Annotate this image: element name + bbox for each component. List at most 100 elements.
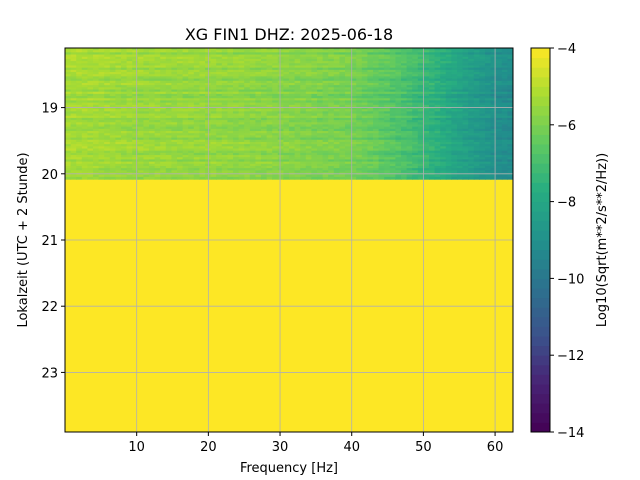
heatmap-cell — [496, 100, 503, 104]
heatmap-cell — [289, 100, 296, 104]
heatmap-cell — [126, 159, 133, 163]
heatmap-cell — [445, 54, 452, 58]
heatmap-cell — [389, 144, 396, 147]
heatmap-cell — [98, 89, 105, 93]
heatmap-cell — [305, 155, 312, 158]
heatmap-cell — [266, 67, 273, 71]
heatmap-cell — [221, 113, 228, 117]
heatmap-cell — [210, 87, 217, 91]
heatmap-cell — [490, 54, 497, 58]
heatmap-cell — [367, 72, 374, 75]
heatmap-cell — [311, 113, 318, 117]
heatmap-cell — [350, 67, 357, 71]
heatmap-cell — [154, 87, 161, 91]
heatmap-cell — [182, 72, 189, 75]
heatmap-cell — [65, 165, 72, 169]
heatmap-cell — [104, 82, 111, 86]
heatmap-cell — [149, 54, 156, 58]
heatmap-cell — [345, 69, 352, 73]
heatmap-cell — [154, 137, 161, 141]
heatmap-cell — [132, 65, 139, 69]
heatmap-cell — [305, 102, 312, 106]
heatmap-cell — [87, 74, 94, 77]
heatmap-cell — [457, 176, 464, 180]
heatmap-cell — [328, 131, 335, 134]
heatmap-cell — [104, 128, 111, 132]
heatmap-cell — [373, 131, 380, 134]
heatmap-cell — [76, 120, 83, 123]
heatmap-cell — [406, 106, 413, 110]
heatmap-cell — [412, 98, 419, 102]
heatmap-cell — [221, 52, 228, 56]
heatmap-cell — [445, 65, 452, 69]
colorbar-step — [531, 182, 550, 193]
heatmap-cell — [272, 113, 279, 117]
heatmap-cell — [244, 65, 251, 69]
heatmap-cell — [93, 52, 100, 56]
heatmap-cell — [401, 58, 408, 62]
heatmap-cell — [65, 54, 72, 58]
heatmap-cell — [261, 163, 268, 167]
heatmap-cell — [485, 150, 492, 154]
heatmap-cell — [490, 61, 497, 64]
heatmap-cell — [440, 80, 447, 84]
heatmap-cell — [468, 48, 475, 51]
heatmap-cell — [261, 115, 268, 119]
heatmap-cell — [109, 165, 116, 169]
heatmap-cell — [294, 91, 301, 95]
heatmap-cell — [350, 50, 357, 53]
heatmap-cell — [104, 80, 111, 84]
heatmap-cell — [160, 128, 167, 132]
heatmap-cell — [367, 109, 374, 112]
heatmap-cell — [177, 72, 184, 75]
heatmap-cell — [429, 168, 436, 171]
heatmap-cell — [65, 159, 72, 163]
heatmap-cell — [104, 72, 111, 75]
heatmap-cell — [132, 58, 139, 62]
heatmap-cell — [485, 87, 492, 91]
heatmap-cell — [149, 85, 156, 88]
heatmap-cell — [126, 163, 133, 167]
heatmap-cell — [507, 159, 513, 163]
heatmap-cell — [423, 111, 430, 115]
heatmap-cell — [468, 161, 475, 165]
heatmap-cell — [87, 102, 94, 106]
heatmap-cell — [193, 122, 200, 126]
heatmap-cell — [76, 54, 83, 58]
heatmap-cell — [462, 106, 469, 110]
heatmap-cell — [423, 159, 430, 163]
heatmap-cell — [322, 50, 329, 53]
heatmap-cell — [283, 104, 290, 108]
heatmap-cell — [227, 176, 234, 180]
heatmap-cell — [255, 52, 262, 56]
heatmap-cell — [468, 65, 475, 69]
heatmap-cell — [423, 96, 430, 99]
heatmap-cell — [378, 120, 385, 123]
heatmap-cell — [272, 89, 279, 93]
heatmap-cell — [496, 54, 503, 58]
heatmap-cell — [154, 65, 161, 69]
heatmap-cell — [333, 146, 340, 150]
heatmap-cell — [76, 102, 83, 106]
heatmap-cell — [216, 159, 223, 163]
heatmap-cell — [143, 113, 150, 117]
heatmap-cell — [373, 109, 380, 112]
no-data-region — [65, 179, 513, 432]
heatmap-cell — [277, 152, 284, 156]
heatmap-cell — [149, 141, 156, 145]
heatmap-cell — [389, 104, 396, 108]
heatmap-cell — [389, 128, 396, 132]
heatmap-cell — [311, 148, 318, 152]
colorbar-step — [531, 57, 550, 68]
heatmap-cell — [395, 58, 402, 62]
heatmap-cell — [182, 115, 189, 119]
heatmap-cell — [121, 67, 128, 71]
heatmap-cell — [81, 80, 88, 84]
heatmap-cell — [98, 148, 105, 152]
heatmap-cell — [283, 74, 290, 77]
heatmap-cell — [70, 56, 77, 60]
heatmap-cell — [137, 124, 144, 128]
heatmap-cell — [93, 61, 100, 64]
heatmap-cell — [233, 139, 240, 143]
heatmap-cell — [137, 133, 144, 136]
